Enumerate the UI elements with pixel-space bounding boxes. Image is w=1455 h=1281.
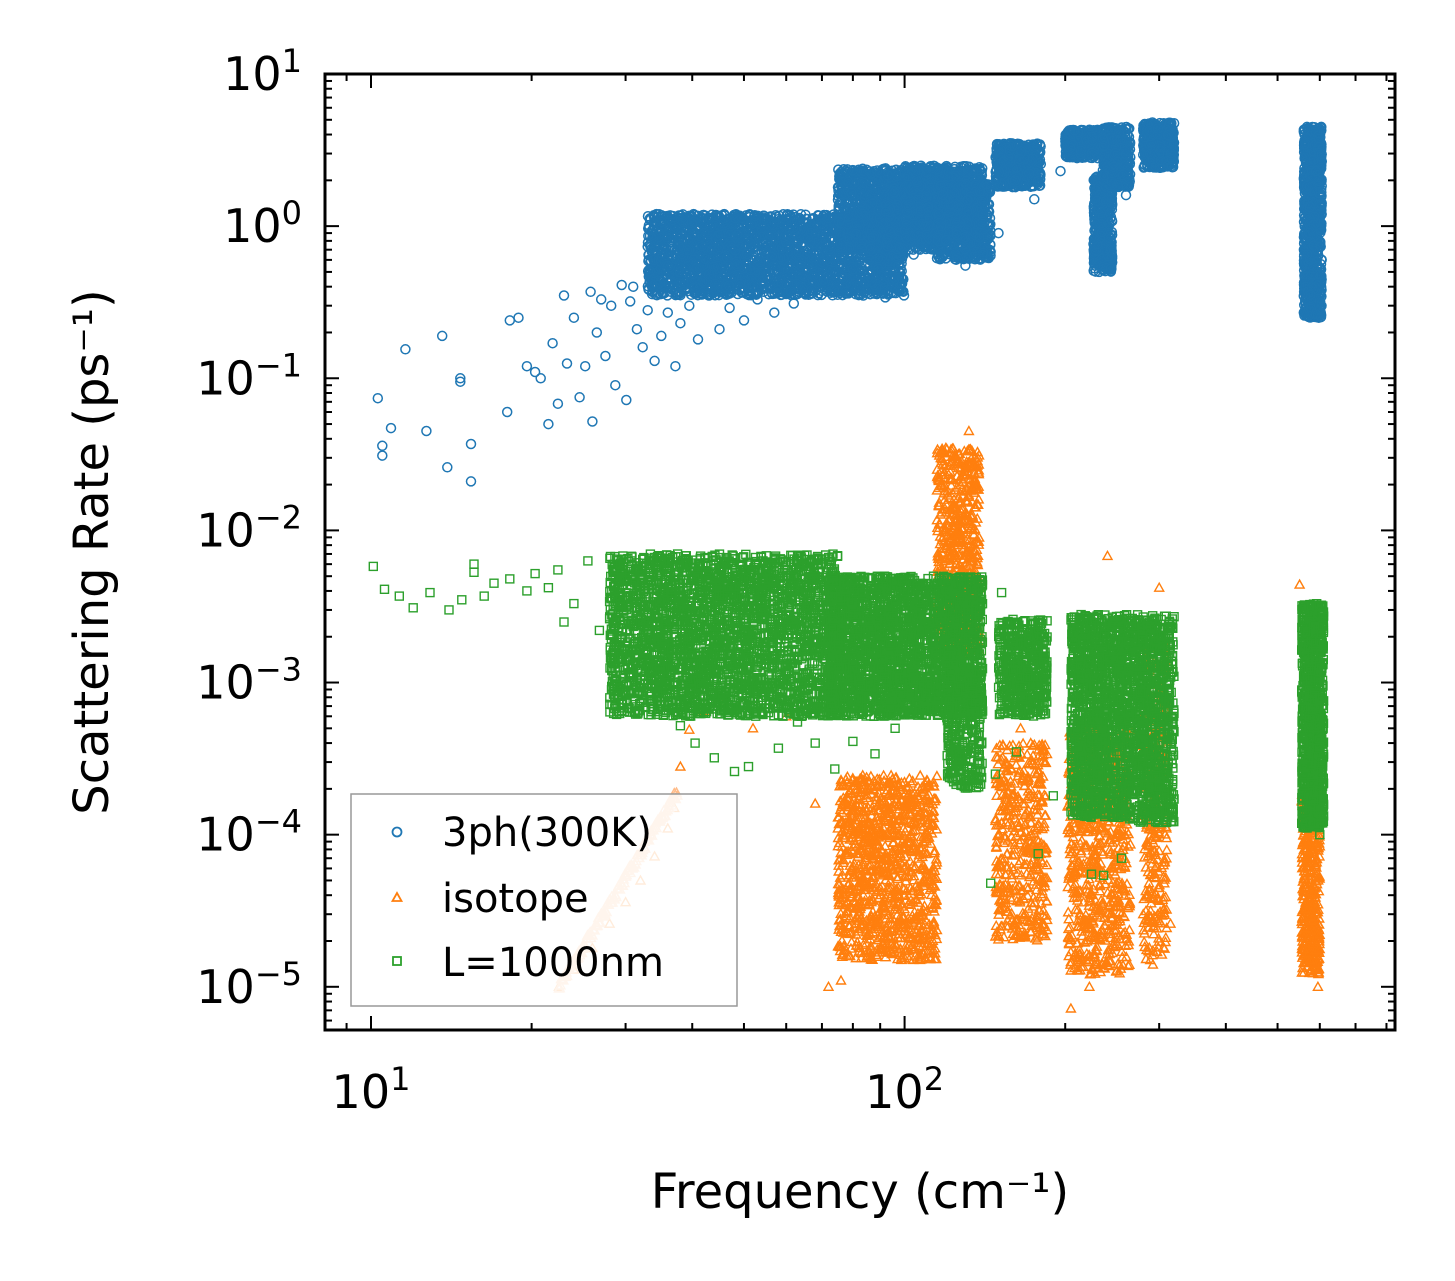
scatter-chart: 101 10210110010−110−210−310−410−5 Frequen… xyxy=(0,0,1455,1281)
series-3ph(300K) xyxy=(373,118,1326,486)
